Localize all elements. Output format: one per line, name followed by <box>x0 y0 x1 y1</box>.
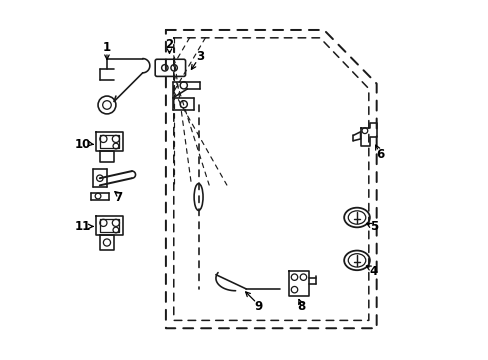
Text: 8: 8 <box>296 300 305 313</box>
Text: 3: 3 <box>195 50 203 63</box>
Text: 11: 11 <box>74 220 90 233</box>
Text: 9: 9 <box>253 300 262 313</box>
Text: 2: 2 <box>165 38 173 51</box>
Text: 1: 1 <box>102 41 111 54</box>
Text: 5: 5 <box>369 220 377 233</box>
Text: 7: 7 <box>115 191 122 204</box>
Text: 10: 10 <box>74 138 90 151</box>
Text: 6: 6 <box>375 148 384 162</box>
Text: 4: 4 <box>369 265 377 278</box>
